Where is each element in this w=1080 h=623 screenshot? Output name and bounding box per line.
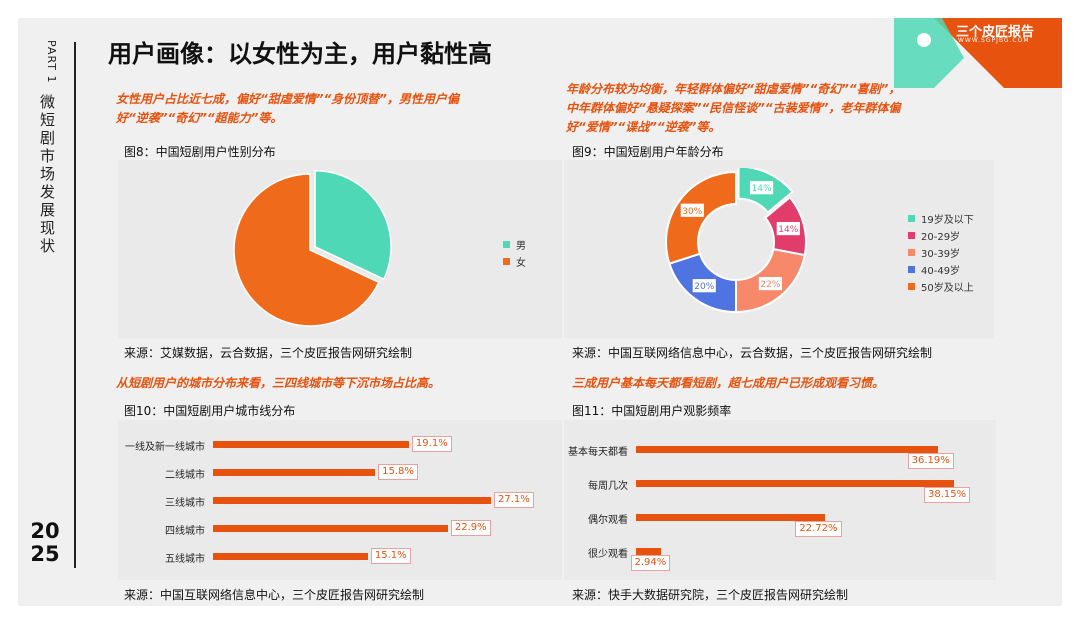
legend-item-age-3: 30-39岁 (908, 244, 974, 261)
legend-label: 女 (516, 258, 526, 269)
legend-swatch (908, 249, 915, 256)
bar-value-label: 15.1% (370, 548, 411, 564)
legend-swatch (908, 232, 915, 239)
bar (213, 469, 376, 476)
donut-data-label: 30% (679, 202, 705, 218)
fig11-source: 来源：快手大数据研究院，三个皮匠报告网研究绘制 (572, 588, 849, 602)
svg-text:22%: 22% (760, 280, 780, 290)
note-age-line-1: 年龄分布较为均衡，年轻群体偏好“甜虐爱情”“奇幻”“喜剧”， (566, 82, 901, 96)
bar-category-label: 很少观看 (588, 549, 628, 560)
legend-swatch (503, 258, 510, 265)
donut-data-label: 20% (691, 278, 717, 294)
gender-pie-chart (233, 170, 392, 327)
year-bottom: 25 (30, 542, 60, 566)
rail-divider (74, 42, 76, 568)
bar-category-label: 二线城市 (165, 470, 205, 481)
fig10-source: 来源：中国互联网络信息中心，三个皮匠报告网研究绘制 (124, 588, 425, 602)
bar-category-label: 一线及新一线城市 (125, 442, 205, 453)
bar (636, 480, 954, 487)
bar (636, 548, 661, 555)
note-city: 从短剧用户的城市分布来看，三四线城市等下沉市场占比高。 (116, 376, 441, 390)
legend-item-age-1: 19岁及以下 (908, 210, 974, 227)
bar-category-label: 基本每天都看 (568, 447, 628, 458)
logo-figure-icon (917, 33, 931, 47)
year-top: 20 (30, 519, 60, 543)
fig9-label: 图9：中国短剧用户年龄分布 (572, 145, 724, 159)
bar (213, 553, 368, 560)
donut-data-label: 14% (749, 180, 774, 196)
svg-text:30%: 30% (682, 207, 702, 217)
legend-swatch (908, 215, 915, 222)
legend-label: 50岁及以上 (921, 283, 974, 294)
bar-value-label: 19.1% (411, 436, 452, 452)
fig8-source: 来源：艾媒数据，云合数据，三个皮匠报告网研究绘制 (124, 346, 413, 360)
bar-value-label: 27.1% (494, 492, 534, 508)
fig9-source: 来源：中国互联网络信息中心，云合数据，三个皮匠报告网研究绘制 (572, 346, 933, 360)
pie-slice-1 (314, 170, 392, 281)
gender-legend: 男 女 (503, 236, 526, 270)
donut-slice-5 (665, 170, 737, 265)
legend-item-age-5: 50岁及以上 (908, 278, 974, 295)
note-age-line-3: 好“爱情”“谍战”“逆袭”等。 (566, 120, 721, 134)
bar (213, 525, 448, 532)
legend-swatch (908, 283, 915, 290)
year-label: 20 25 (28, 520, 62, 566)
fig11-label: 图11：中国短剧用户观影频率 (572, 404, 732, 418)
bar (636, 514, 826, 521)
age-legend: 19岁及以下 20-29岁 30-39岁 40-49岁 50岁及以上 (908, 210, 974, 295)
svg-text:14%: 14% (752, 184, 772, 194)
bar (213, 497, 491, 504)
bar-category-label: 四线城市 (165, 526, 205, 537)
note-frequency: 三成用户基本每天都看短剧，超七成用户已形成观看习惯。 (572, 376, 885, 390)
bar-value-label: 22.72% (795, 521, 842, 537)
logo-site: WWW.SGPJBG.COM (958, 37, 1030, 44)
legend-swatch (503, 241, 510, 248)
legend-item-male: 男 (503, 236, 526, 253)
legend-label: 20-29岁 (921, 232, 961, 243)
legend-item-age-4: 40-49岁 (908, 261, 974, 278)
svg-text:20%: 20% (694, 282, 714, 292)
donut-data-label: 14% (775, 221, 801, 236)
note-gender-line-2: 好“逆袭”“奇幻”“超能力”等。 (116, 111, 283, 125)
bar-value-label: 2.94% (630, 555, 671, 571)
legend-item-age-2: 20-29岁 (908, 227, 974, 244)
note-age: 年龄分布较为均衡，年轻群体偏好“甜虐爱情”“奇幻”“喜剧”， 中年群体偏好“悬疑… (566, 80, 1026, 137)
bar (636, 446, 938, 453)
svg-text:14%: 14% (778, 225, 798, 235)
section-title: 微短剧市场发展现状 (38, 94, 56, 256)
age-donut-chart: 14% 14% 22% 20% 30% (665, 168, 807, 314)
legend-label: 男 (516, 241, 526, 252)
bar-value-label: 22.9% (450, 520, 491, 536)
legend-label: 40-49岁 (921, 266, 961, 277)
fig8-label: 图8：中国短剧用户性别分布 (124, 145, 276, 159)
note-age-line-2: 中年群体偏好“悬疑探案”“民信怪谈”“古装爱情”，老年群体偏 (566, 101, 901, 115)
bar-value-label: 15.8% (378, 464, 418, 480)
bar-category-label: 每周几次 (588, 481, 628, 492)
bar-value-label: 36.19% (907, 453, 954, 469)
bar (213, 441, 409, 448)
pie-slice-2 (233, 173, 380, 327)
legend-item-female: 女 (503, 253, 526, 270)
donut-data-label: 22% (758, 276, 783, 292)
fig10-label: 图10：中国短剧用户城市线分布 (124, 404, 296, 418)
legend-label: 30-39岁 (921, 249, 961, 260)
logo (894, 18, 1062, 88)
bar-category-label: 偶尔观看 (588, 515, 628, 526)
legend-swatch (908, 266, 915, 273)
bar-category-label: 五线城市 (165, 554, 205, 565)
bar-value-label: 38.15% (924, 487, 971, 503)
part-label: PART 1 (45, 40, 58, 84)
logo-name: 三个皮匠报告 (956, 25, 1035, 40)
bar-category-label: 三线城市 (165, 498, 205, 509)
page-title: 用户画像：以女性为主，用户黏性高 (108, 40, 492, 68)
legend-label: 19岁及以下 (921, 215, 974, 226)
note-gender: 女性用户占比近七成，偏好“甜虐爱情”“身份顶替”，男性用户偏 好“逆袭”“奇幻”… (116, 90, 546, 128)
note-gender-line-1: 女性用户占比近七成，偏好“甜虐爱情”“身份顶替”，男性用户偏 (116, 92, 459, 106)
